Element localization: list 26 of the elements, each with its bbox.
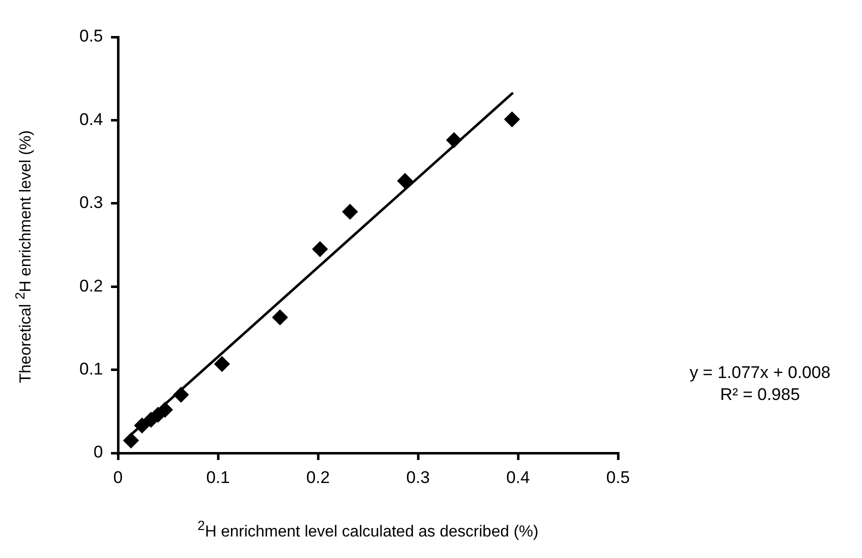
x-tick-label: 0.1	[206, 468, 230, 487]
point	[504, 111, 520, 128]
point	[173, 386, 189, 403]
x-tick-label: 0.3	[406, 468, 430, 487]
y-tick-label: 0.3	[79, 193, 103, 212]
point	[342, 204, 358, 220]
point	[123, 432, 139, 449]
point	[134, 418, 150, 434]
point	[446, 132, 462, 148]
x-tick-label: 0.4	[506, 468, 530, 487]
point	[397, 172, 413, 189]
y-tick-label: 0.5	[79, 26, 103, 46]
x-tick-label: 0.5	[606, 468, 630, 487]
point	[214, 356, 230, 372]
point	[312, 241, 328, 258]
text: y = 1.077x + 0.008	[688, 362, 832, 384]
y-tick-label: 0.2	[79, 276, 103, 296]
y-tick-label: 0.1	[79, 359, 103, 378]
text: R² = 0.985	[719, 384, 801, 406]
point	[157, 402, 173, 418]
point	[272, 309, 288, 326]
y-tick-label: 0	[94, 442, 103, 462]
x-tick-label: 0	[113, 468, 123, 487]
y-tick-label: 0.4	[79, 110, 103, 129]
x-axis-title: $^{2}$H enrichment level calculated as described (%)	[196, 518, 540, 542]
x-tick-label: 0.2	[306, 468, 330, 487]
